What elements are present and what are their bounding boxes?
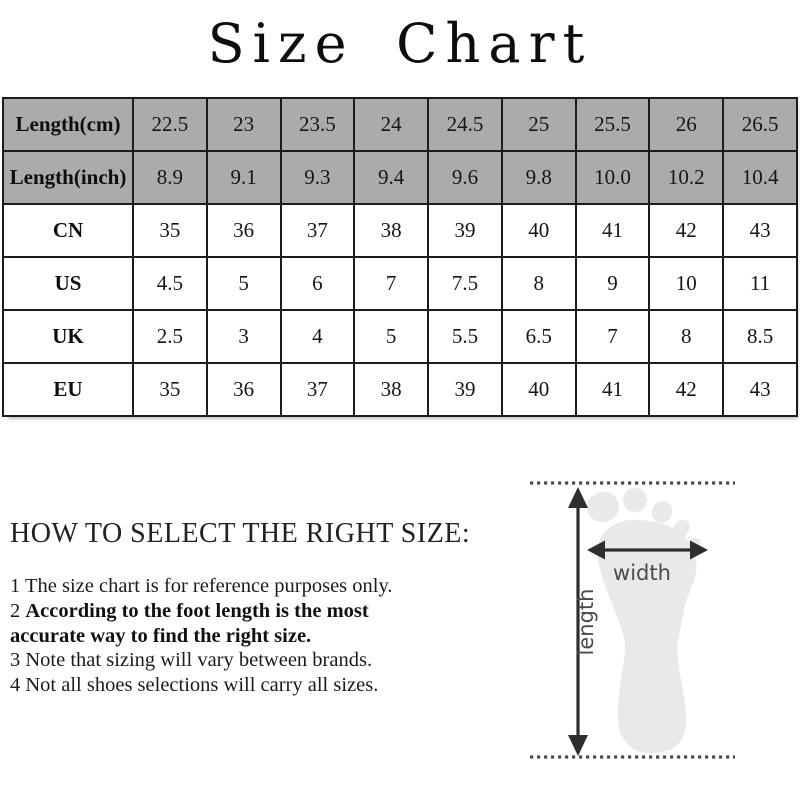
size-cell: 36 (205, 362, 282, 417)
size-cell: 2.5 (132, 309, 208, 364)
foot-measure-diagram: width length (518, 468, 758, 778)
note-number: 1 (10, 575, 26, 597)
note-text: According to the foot length is the most… (10, 599, 369, 647)
width-arrow-icon (587, 540, 708, 560)
size-cell: 6.5 (500, 309, 577, 364)
size-cell: 41 (574, 362, 651, 417)
size-cell: 9.1 (205, 150, 282, 205)
notes-list: 1 The size chart is for reference purpos… (10, 574, 410, 698)
size-cell: 7.5 (427, 256, 503, 311)
size-cell: 10.0 (574, 150, 651, 205)
size-cell: 42 (648, 203, 725, 258)
size-cell: 9.3 (279, 150, 356, 205)
size-cell: 42 (648, 362, 725, 417)
size-cell: 23 (205, 97, 282, 152)
size-cell: 22.5 (132, 97, 208, 152)
size-cell: 10.4 (722, 150, 798, 205)
guide-heading: HOW TO SELECT THE RIGHT SIZE: (10, 518, 471, 549)
size-cell: 37 (279, 362, 356, 417)
table-row: US 4.5 5 6 7 7.5 8 9 10 11 (2, 256, 798, 311)
size-cell: 6 (279, 256, 356, 311)
size-cell: 26 (648, 97, 725, 152)
table-row: CN 35 36 37 38 39 40 41 42 43 (2, 203, 798, 258)
size-cell: 35 (132, 203, 208, 258)
size-cell: 25.5 (574, 97, 651, 152)
size-cell: 23.5 (279, 97, 356, 152)
size-cell: 24 (353, 97, 430, 152)
size-table: Length(cm) 22.5 23 23.5 24 24.5 25 25.5 26 26.5 Le… (2, 97, 798, 417)
size-cell: 40 (500, 362, 577, 417)
size-cell: 40 (500, 203, 577, 258)
size-cell: 8.5 (722, 309, 798, 364)
table-row: Length(inch) 8.9 9.1 9.3 9.4 9.6 9.8 10.0 10.2 10… (2, 150, 798, 205)
row-label: EU (2, 362, 134, 417)
size-cell: 9.4 (353, 150, 430, 205)
size-cell: 8.9 (132, 150, 208, 205)
size-cell: 7 (574, 309, 651, 364)
length-arrow-icon (568, 487, 588, 756)
footprint-icon (587, 488, 701, 754)
note-item: 2 According to the foot length is the mo… (10, 599, 410, 649)
size-cell: 39 (427, 203, 503, 258)
size-cell: 38 (353, 362, 430, 417)
size-cell: 25 (500, 97, 577, 152)
size-cell: 7 (353, 256, 430, 311)
size-cell: 43 (722, 362, 798, 417)
size-cell: 10 (648, 256, 725, 311)
size-cell: 4.5 (132, 256, 208, 311)
size-cell: 43 (722, 203, 798, 258)
size-cell: 5.5 (427, 309, 503, 364)
dotted-guide-lines (530, 481, 735, 759)
note-number: 3 (10, 649, 26, 672)
foot-diagram-svg: width length (530, 481, 735, 759)
size-cell: 10.2 (648, 150, 725, 205)
row-label: US (2, 256, 134, 311)
length-label: length (574, 589, 598, 656)
table-row: UK 2.5 3 4 5 5.5 6.5 7 8 8.5 (2, 309, 798, 364)
page-title: Size Chart (207, 12, 593, 75)
table-row: EU 35 36 37 38 39 40 41 42 43 (2, 362, 798, 417)
note-number: 2 (10, 599, 26, 622)
size-cell: 4 (279, 309, 356, 364)
note-text: Not all shoes selections will carry all … (25, 674, 379, 697)
size-cell: 38 (353, 203, 430, 258)
size-cell: 35 (132, 362, 208, 417)
row-label: CN (2, 203, 134, 258)
note-item: 3 Note that sizing will vary between bra… (10, 648, 410, 673)
size-cell: 9.8 (500, 150, 577, 205)
size-cell: 5 (205, 256, 282, 311)
size-cell: 41 (574, 203, 651, 258)
note-text: The size chart is for reference purposes… (25, 575, 393, 597)
size-table-body: Length(cm) 22.5 23 23.5 24 24.5 25 25.5 26 26.5 Le… (2, 97, 798, 417)
size-cell: 36 (205, 203, 282, 258)
row-label: Length(cm) (2, 97, 134, 152)
size-cell: 39 (427, 362, 503, 417)
size-cell: 8 (648, 309, 725, 364)
table-row: Length(cm) 22.5 23 23.5 24 24.5 25 25.5 26 26.5 (2, 97, 798, 152)
size-cell: 9 (574, 256, 651, 311)
row-label: UK (2, 309, 134, 364)
size-cell: 9.6 (427, 150, 503, 205)
note-text: Note that sizing will vary between brand… (25, 649, 373, 672)
note-number: 4 (10, 674, 26, 697)
size-cell: 3 (205, 309, 282, 364)
size-cell: 11 (722, 256, 798, 311)
row-label: Length(inch) (2, 150, 134, 205)
size-cell: 8 (500, 256, 577, 311)
size-cell: 5 (353, 309, 430, 364)
size-cell: 26.5 (722, 97, 798, 152)
size-cell: 37 (279, 203, 356, 258)
note-item: 4 Not all shoes selections will carry al… (10, 673, 410, 698)
width-label: width (613, 561, 671, 585)
size-cell: 24.5 (427, 97, 503, 152)
note-item: 1 The size chart is for reference purpos… (10, 574, 410, 599)
